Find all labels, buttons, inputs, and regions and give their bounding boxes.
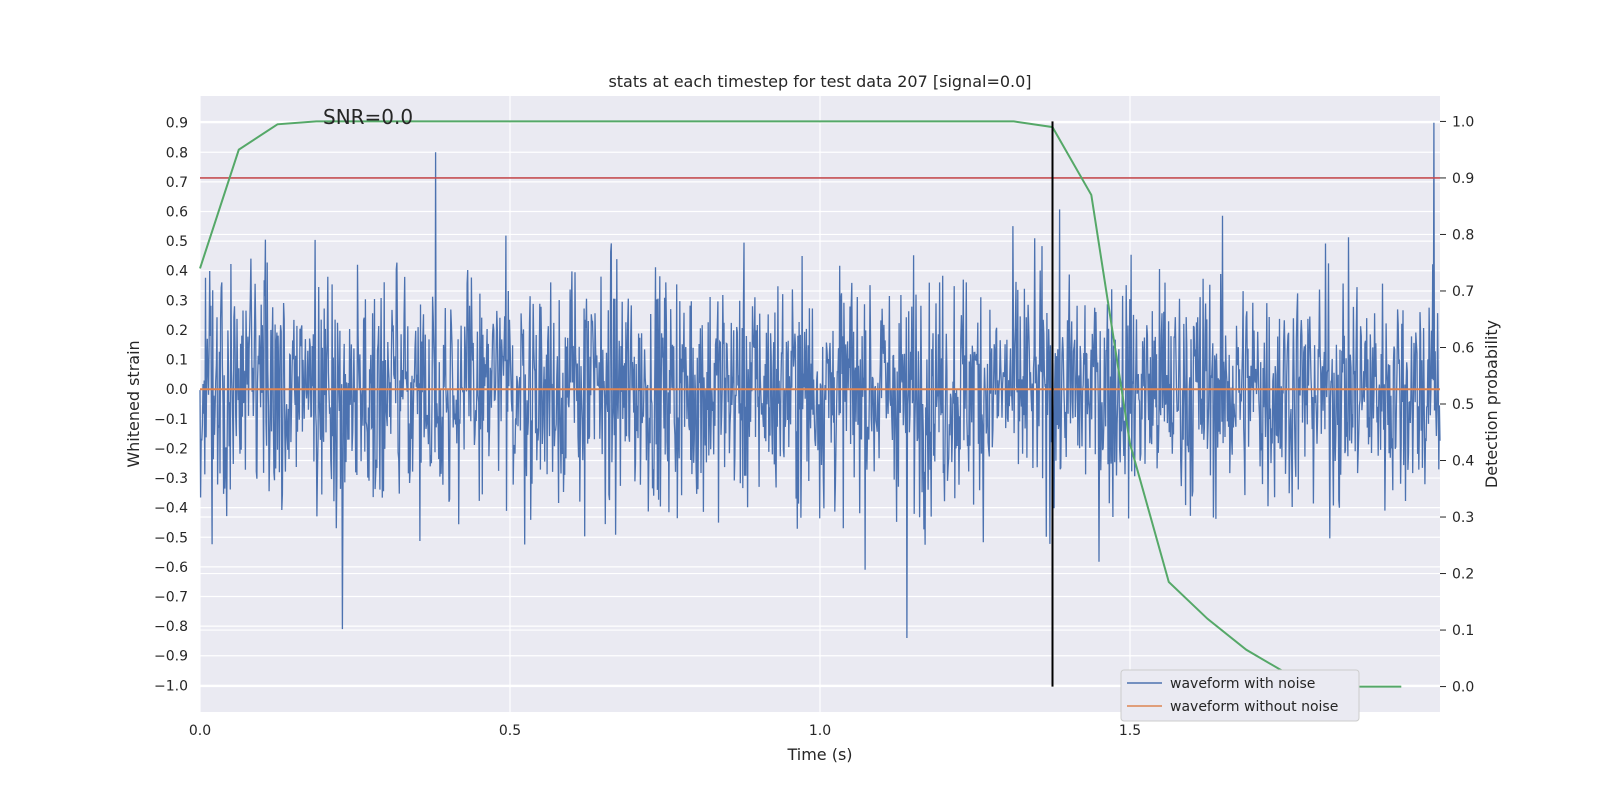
legend: waveform with noise waveform without noi… — [1120, 669, 1360, 722]
y2-axis-label: Detection probability — [1482, 320, 1501, 488]
y2-tick-label: 0.3 — [1452, 510, 1474, 526]
y-tick-label: 0.1 — [166, 353, 188, 369]
y-tick-label: 0.5 — [166, 234, 188, 250]
x-tick-label: 1.0 — [809, 723, 831, 739]
y2-tick-label: 0.8 — [1452, 227, 1474, 243]
y2-tick-label: 0.4 — [1452, 454, 1474, 470]
y-tick-label: −0.5 — [154, 530, 188, 546]
series-detection-probability — [199, 120, 1402, 688]
ticks: 0.0 0.5 1.0 1.5 0.9 0.8 0.7 0.6 0.5 0.4 0.3 0.2 0.1 0… — [154, 114, 1474, 739]
y-tick-label: −0.3 — [154, 471, 188, 487]
x-tick-label: 1.5 — [1119, 723, 1141, 739]
x-tick-label: 0.5 — [499, 723, 521, 739]
y2-tick-label: 0.1 — [1452, 623, 1474, 639]
y-axis-label: Whitened strain — [124, 340, 143, 467]
y2-tick-label: 0.9 — [1452, 171, 1474, 187]
series-layer — [199, 120, 1441, 688]
y-tick-label: 0.4 — [166, 264, 188, 280]
legend-label-clean: waveform without noise — [1170, 699, 1338, 715]
y-tick-label: 0.6 — [166, 205, 188, 221]
snr-annotation: SNR=0.0 — [323, 105, 413, 129]
y-tick-label: 0.7 — [166, 175, 188, 191]
y-tick-label: −0.2 — [154, 441, 188, 457]
y-tick-label: 0.3 — [166, 293, 188, 309]
y-tick-label: −0.9 — [154, 649, 188, 665]
x-tick-label: 0.0 — [189, 723, 211, 739]
y-tick-label: −0.1 — [154, 412, 188, 428]
legend-box — [1120, 669, 1360, 722]
y2-tick-label: 0.5 — [1452, 397, 1474, 413]
y2-tick-label: 0.7 — [1452, 284, 1474, 300]
y-tick-label: −1.0 — [154, 678, 188, 694]
y-tick-label: −0.8 — [154, 619, 188, 635]
y-tick-label: −0.4 — [154, 501, 188, 517]
y-tick-label: −0.6 — [154, 560, 188, 576]
y2-tick-label: 1.0 — [1452, 114, 1474, 130]
y2-tick-label: 0.2 — [1452, 567, 1474, 583]
chart-title: stats at each timestep for test data 207… — [608, 72, 1031, 91]
legend-label-noise: waveform with noise — [1170, 676, 1315, 692]
y-tick-label: 0.0 — [166, 382, 188, 398]
y-tick-label: 0.2 — [166, 323, 188, 339]
x-axis-label: Time (s) — [786, 745, 852, 764]
y-tick-label: 0.8 — [166, 145, 188, 161]
y2-tick-label: 0.6 — [1452, 340, 1474, 356]
y2-tick-label: 0.0 — [1452, 680, 1474, 696]
y-tick-label: 0.9 — [166, 116, 188, 132]
series-waveform-with-noise — [199, 122, 1441, 639]
y-tick-label: −0.7 — [154, 590, 188, 606]
